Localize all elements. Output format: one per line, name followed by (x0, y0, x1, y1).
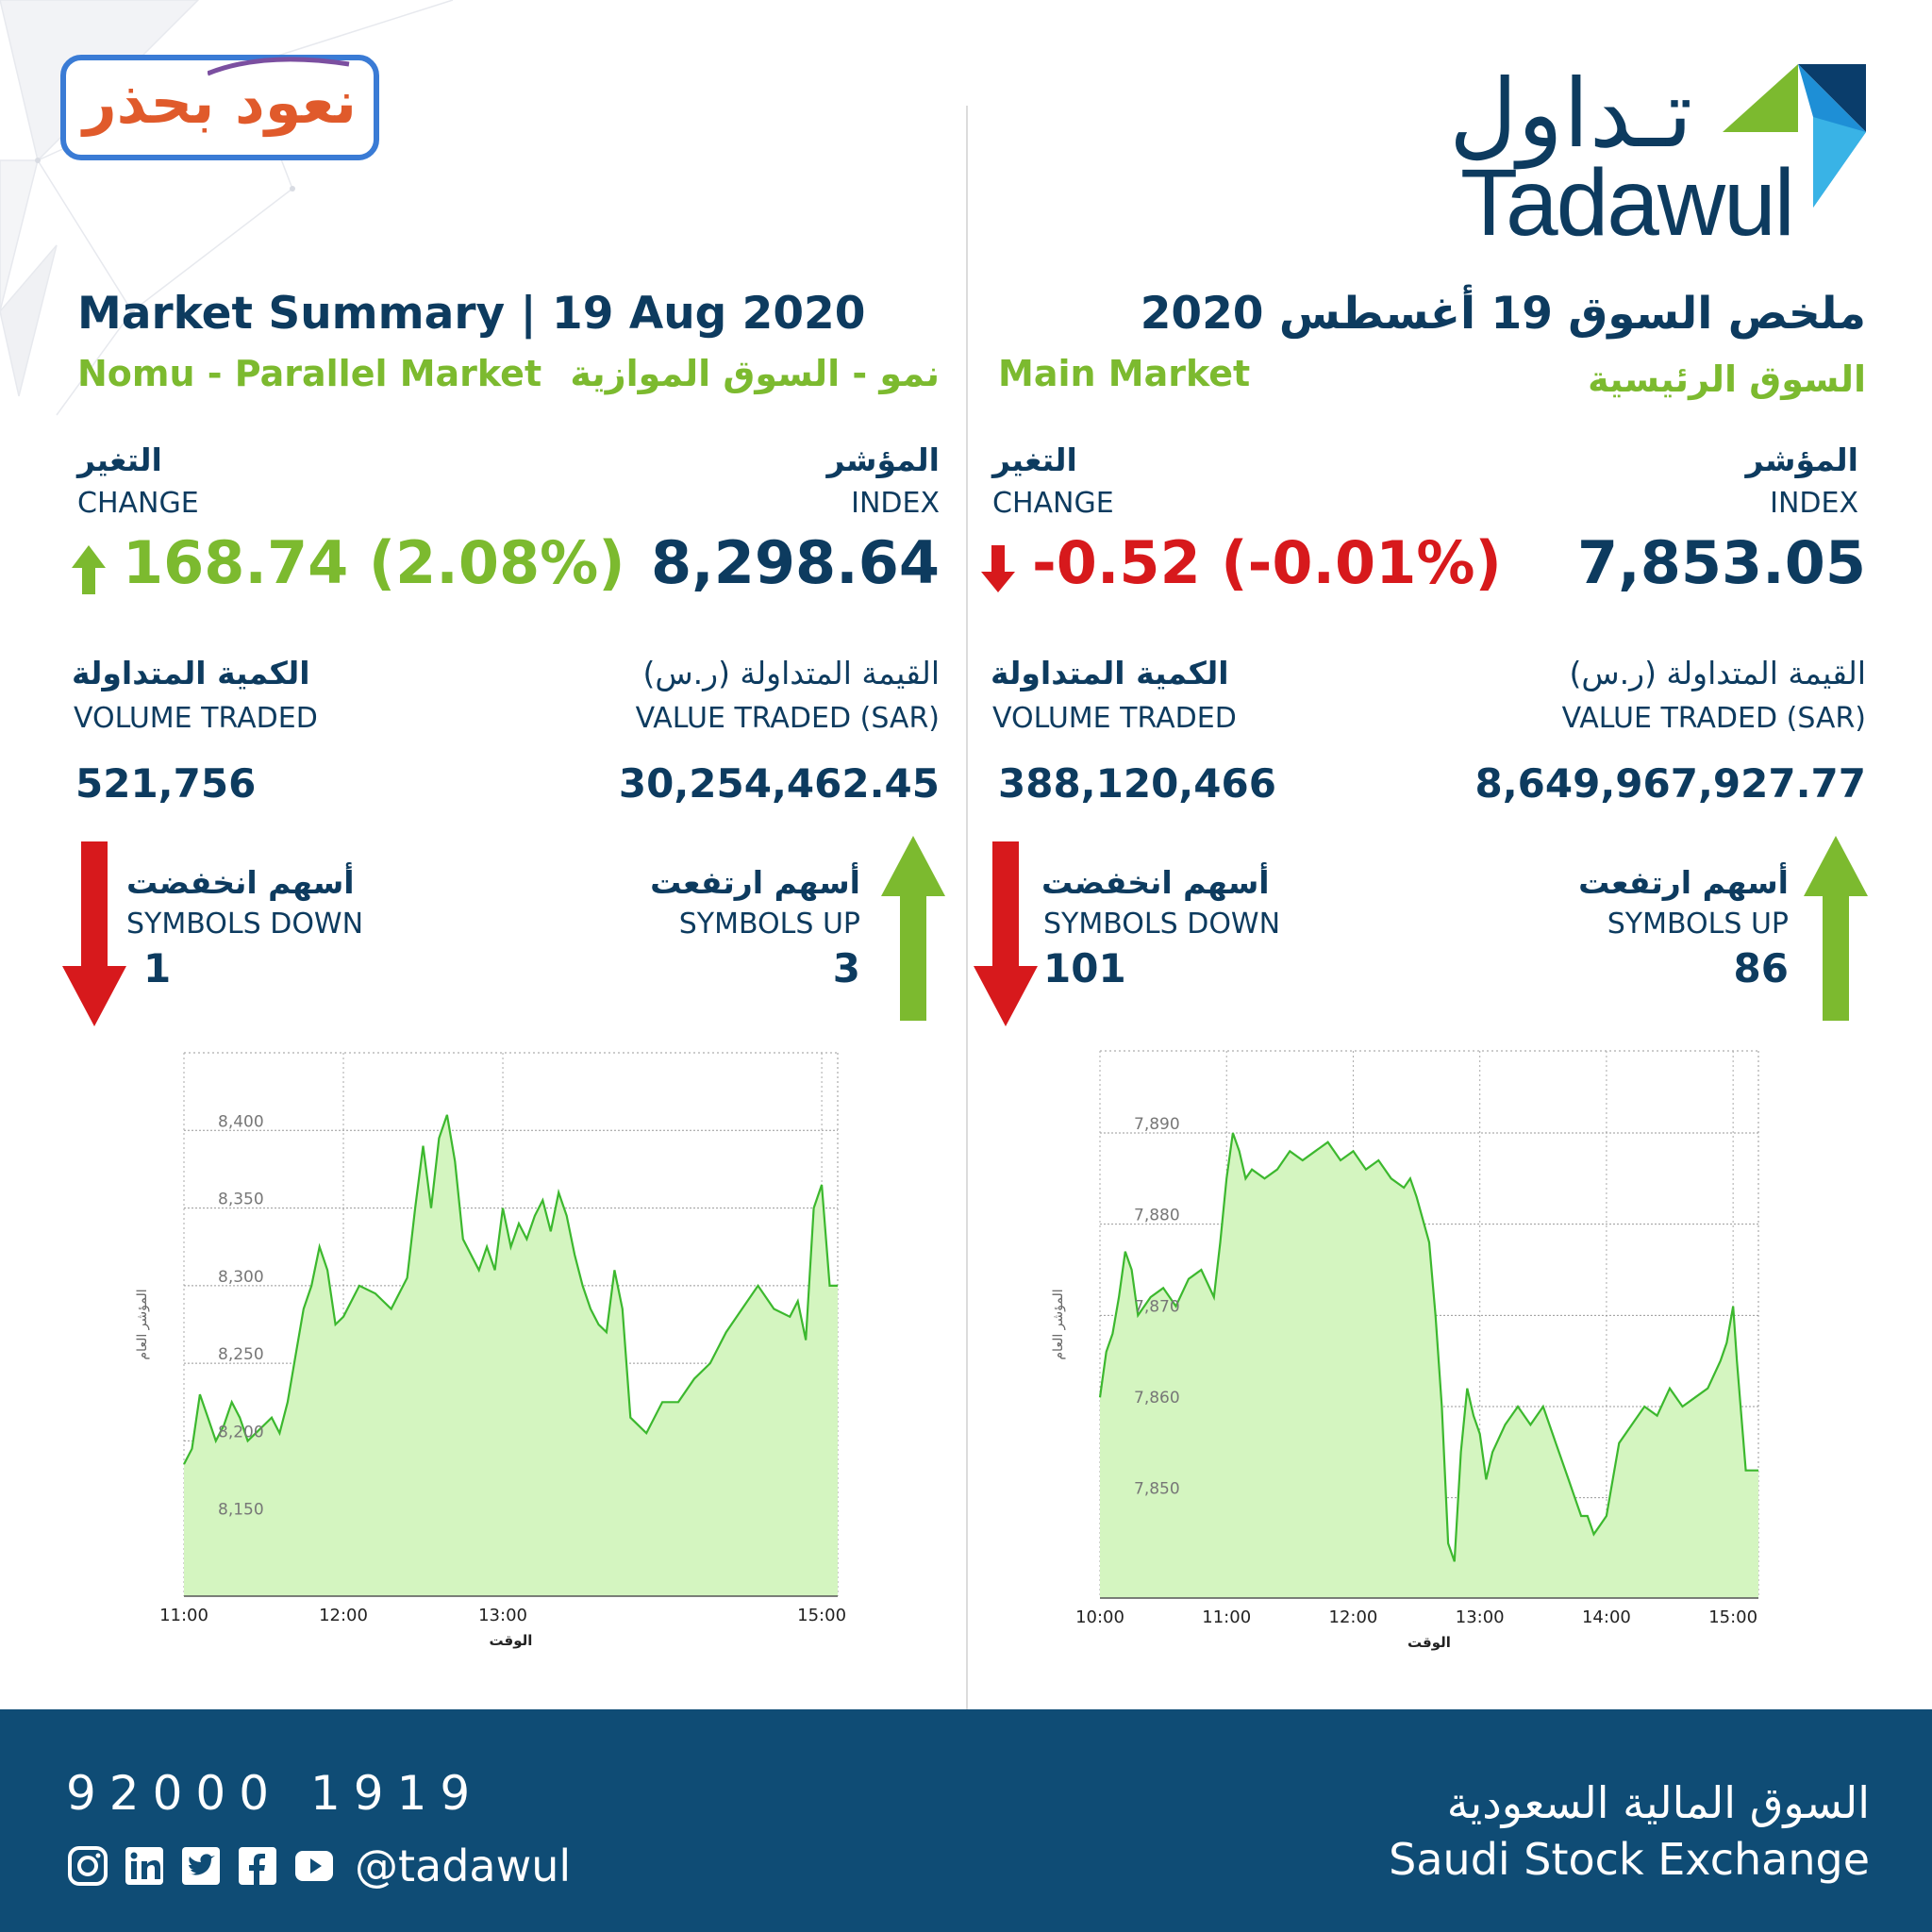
main-symbols-down-value: 101 (1043, 945, 1126, 991)
main-chart-series-line (1098, 1132, 1758, 1562)
youtube-icon[interactable] (292, 1844, 336, 1888)
nomu-value-label-en: VALUE TRADED (SAR) (635, 702, 940, 735)
nomu-symbols-up-arrow-icon (881, 836, 945, 1021)
nomu-index-chart: 8,150 8,200 8,250 8,300 8,350 8,400 11:00 12:00… (135, 1052, 846, 1649)
nomu-chart-y-tick-label: 8,200 (218, 1423, 264, 1441)
main-index-chart: 7,850 7,860 7,870 7,880 7,890 10:00 11:00 12:00… (1051, 1050, 1759, 1651)
nomu-chart-y-tick-label: 8,400 (218, 1112, 264, 1131)
main-value-label-en: VALUE TRADED (SAR) (1561, 702, 1866, 735)
tadawul-logo-ar: تـداول (1449, 58, 1693, 169)
main-change-label-ar: التغير (992, 441, 1077, 478)
linkedin-icon[interactable] (123, 1844, 166, 1888)
nomu-chart-x-tick-label: 11:00 (159, 1606, 208, 1625)
main-name-ar: السوق الرئيسية (1588, 358, 1866, 400)
main-symbols-down-label-ar: أسهم انخفضت (1041, 864, 1270, 901)
nomu-chart-x-tick-label: 12:00 (319, 1606, 368, 1625)
main-chart-y-tick-label: 7,870 (1134, 1297, 1180, 1316)
phone-number: 92000 1919 (66, 1766, 484, 1821)
twitter-icon[interactable] (179, 1844, 223, 1888)
nomu-chart-x-tick-label: 15:00 (797, 1606, 846, 1625)
main-chart-x-tick-label: 15:00 (1708, 1607, 1757, 1627)
title-en: Market Summary | 19 Aug 2020 (77, 288, 866, 340)
tadawul-logo-en: Tadawul (1460, 150, 1795, 256)
exchange-name-ar: السوق المالية السعودية (1446, 1777, 1870, 1828)
nomu-change-up-arrow-icon (72, 545, 106, 594)
nomu-symbols-down-label-ar: أسهم انخفضت (126, 864, 355, 901)
nomu-chart-x-tick-label: 13:00 (478, 1606, 527, 1625)
nomu-change-label-ar: التغير (77, 441, 162, 478)
main-chart-y-tick-label: 7,860 (1134, 1389, 1180, 1407)
tadawul-mark-icon (1723, 64, 1866, 208)
main-symbols-up-label-en: SYMBOLS UP (1607, 908, 1789, 941)
main-symbols-up-label-ar: أسهم ارتفعت (1578, 864, 1789, 901)
campaign-logo-text: نعود بحذر (82, 68, 358, 137)
campaign-logo: نعود بحذر (60, 55, 379, 160)
main-index-label-ar: المؤشر (1745, 441, 1859, 478)
nomu-chart-y-tick-label: 8,300 (218, 1268, 264, 1287)
exchange-name-en: Saudi Stock Exchange (1389, 1834, 1870, 1885)
main-volume-value: 388,120,466 (998, 760, 1276, 807)
main-change-down-arrow-icon (981, 545, 1015, 592)
facebook-icon[interactable] (236, 1844, 279, 1888)
main-symbols-down-arrow-icon (974, 841, 1038, 1026)
main-index-label-en: INDEX (1770, 487, 1858, 520)
main-change-label-en: CHANGE (992, 487, 1114, 520)
nomu-change-value: 168.74 (2.08%) (123, 528, 625, 597)
main-symbols-up-arrow-icon (1804, 836, 1868, 1021)
nomu-index-label-ar: المؤشر (826, 441, 941, 478)
nomu-chart-area (184, 1114, 838, 1596)
main-chart-x-tick-label: 10:00 (1075, 1607, 1124, 1627)
main-change-value: -0.52 (-0.01%) (1032, 528, 1502, 597)
nomu-symbols-down-label-en: SYMBOLS DOWN (126, 908, 364, 941)
main-chart-y-axis-label: المؤشر العام (1051, 1289, 1066, 1359)
main-chart-x-tick-label: 11:00 (1202, 1607, 1251, 1627)
main-chart-x-tick-label: 13:00 (1456, 1607, 1505, 1627)
center-divider (966, 106, 968, 1709)
nomu-chart-x-axis-label: الوقت (490, 1632, 533, 1649)
nomu-index-value: 8,298.64 (651, 528, 940, 597)
footer: 92000 1919 @tadawul السوق المالية السعود… (0, 1709, 1932, 1932)
main-volume-label-en: VOLUME TRADED (992, 702, 1237, 735)
main-volume-label-ar: الكمية المتداولة (991, 655, 1229, 691)
nomu-chart-y-axis-label: المؤشر العام (135, 1289, 150, 1359)
nomu-volume-label-ar: الكمية المتداولة (72, 655, 310, 691)
nomu-name-ar: نمو - السوق الموازية (570, 353, 940, 394)
main-chart-area (1100, 1133, 1758, 1598)
nomu-chart-series-line (183, 1114, 838, 1465)
nomu-symbols-up-value: 3 (832, 945, 860, 991)
nomu-chart-y-tick-label: 8,350 (218, 1191, 264, 1209)
nomu-index-label-en: INDEX (851, 487, 940, 520)
nomu-change-label-en: CHANGE (77, 487, 199, 520)
instagram-icon[interactable] (66, 1844, 109, 1888)
main-name-en: Main Market (998, 353, 1251, 394)
main-chart-x-tick-label: 12:00 (1329, 1607, 1378, 1627)
main-value-label-ar: القيمة المتداولة (ر.س) (1569, 655, 1866, 691)
nomu-chart-y-tick-label: 8,150 (218, 1501, 264, 1520)
main-symbols-up-value: 86 (1733, 945, 1789, 991)
main-chart-y-tick-label: 7,890 (1134, 1115, 1180, 1134)
swoosh-icon (208, 57, 350, 76)
social-links: @tadawul (66, 1840, 571, 1892)
nomu-symbols-down-arrow-icon (62, 841, 126, 1026)
main-chart-y-tick-label: 7,880 (1134, 1207, 1180, 1225)
main-chart-x-tick-label: 14:00 (1582, 1607, 1631, 1627)
nomu-name-en: Nomu - Parallel Market (77, 353, 542, 394)
nomu-volume-value: 521,756 (75, 760, 257, 807)
nomu-value-label-ar: القيمة المتداولة (ر.س) (642, 655, 940, 691)
main-chart-x-axis-label: الوقت (1407, 1634, 1451, 1651)
social-handle[interactable]: @tadawul (355, 1840, 572, 1891)
title-ar: ملخص السوق 19 أغسطس 2020 (1140, 288, 1866, 340)
nomu-symbols-up-label-en: SYMBOLS UP (678, 908, 860, 941)
main-index-value: 7,853.05 (1577, 528, 1866, 597)
main-symbols-down-label-en: SYMBOLS DOWN (1043, 908, 1281, 941)
nomu-value-traded: 30,254,462.45 (618, 760, 940, 807)
main-chart-y-tick-label: 7,850 (1134, 1480, 1180, 1499)
nomu-volume-label-en: VOLUME TRADED (74, 702, 318, 735)
nomu-symbols-down-value: 1 (143, 945, 172, 991)
nomu-symbols-up-label-ar: أسهم ارتفعت (650, 864, 860, 901)
main-value-traded: 8,649,967,927.77 (1474, 760, 1866, 807)
nomu-chart-y-tick-label: 8,250 (218, 1345, 264, 1364)
